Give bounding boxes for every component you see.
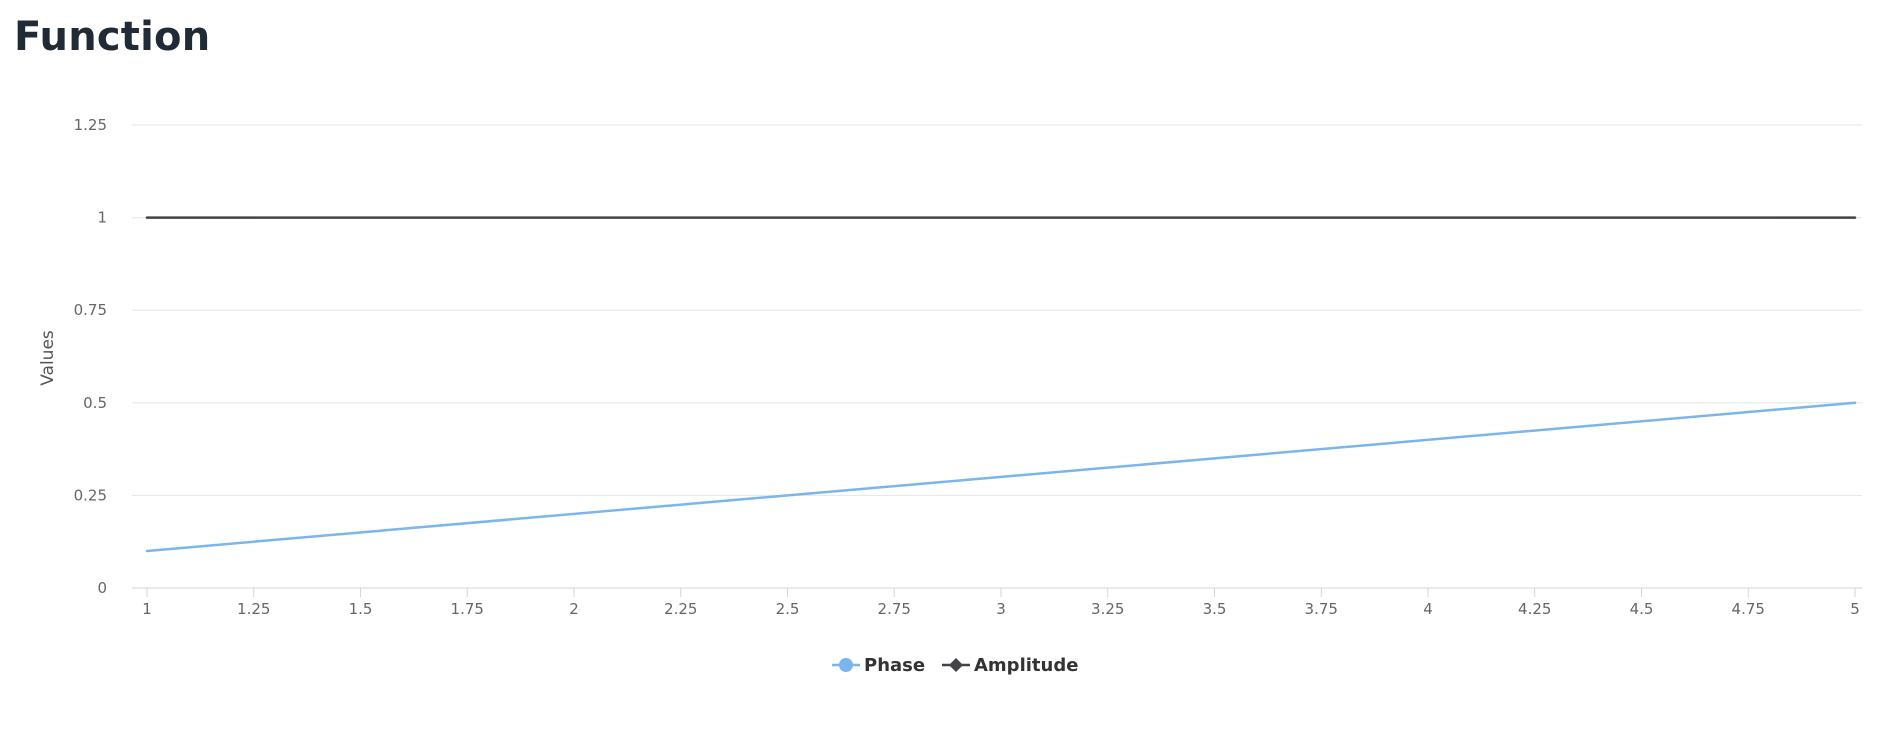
y-tick-label: 0.5 (83, 394, 107, 412)
y-axis: 0 0.25 0.5 0.75 1 1.25 (74, 116, 107, 597)
x-tick-label: 3.25 (1091, 600, 1124, 618)
x-tick-label: 4.5 (1630, 600, 1654, 618)
series-lines (145, 216, 1857, 553)
x-tick-label: 4.25 (1518, 600, 1551, 618)
x-tick-label: 1.75 (451, 600, 484, 618)
y-tick-label: 1 (97, 209, 107, 227)
series-line-phase[interactable] (145, 401, 1857, 553)
gridlines (132, 124, 1862, 496)
x-tick-label: 5 (1850, 600, 1860, 618)
x-tick-label: 1.25 (237, 600, 270, 618)
x-tick-label: 2.5 (776, 600, 800, 618)
y-tick-label: 0 (97, 579, 107, 597)
legend-item-phase[interactable]: Phase (832, 655, 925, 676)
x-tick-label: 2 (569, 600, 579, 618)
legend-item-amplitude[interactable]: Amplitude (942, 655, 1078, 676)
x-tick-label: 2.75 (878, 600, 911, 618)
x-tick-label: 2.25 (664, 600, 697, 618)
page-title: Function (14, 14, 211, 60)
legend-label: Phase (864, 655, 925, 676)
y-tick-label: 0.75 (74, 301, 107, 319)
y-tick-label: 1.25 (74, 116, 107, 134)
legend-label: Amplitude (974, 655, 1078, 676)
legend: Phase Amplitude (832, 655, 1078, 676)
x-tick-label: 3.5 (1203, 600, 1227, 618)
x-tick-label: 1 (142, 600, 152, 618)
x-axis: 1 1.25 1.5 1.75 2 2.25 2.5 2.75 3 3.25 3.5 3.75 4 4.2… (132, 587, 1862, 618)
y-tick-label: 0.25 (74, 486, 107, 504)
y-axis-title: Values (38, 330, 58, 386)
x-tick-label: 4.75 (1732, 600, 1765, 618)
x-tick-label: 4 (1423, 600, 1433, 618)
circle-marker-icon (839, 658, 853, 672)
x-tick-label: 1.5 (349, 600, 373, 618)
x-tick-label: 3 (996, 600, 1006, 618)
x-tick-label: 3.75 (1305, 600, 1338, 618)
diamond-marker-icon (949, 658, 963, 672)
